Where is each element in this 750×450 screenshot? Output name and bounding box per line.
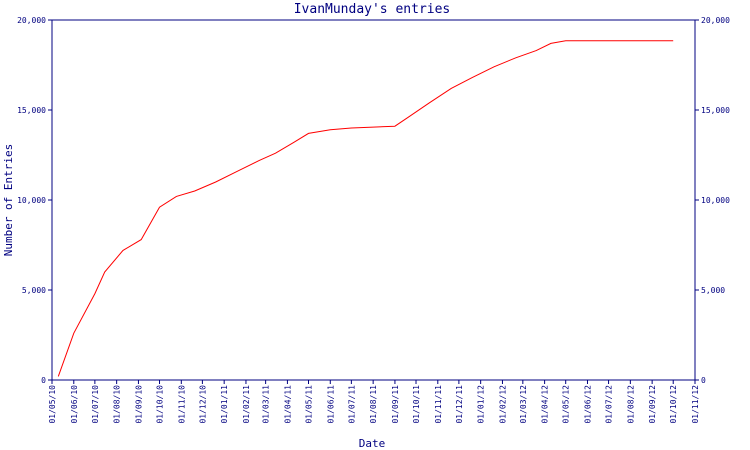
x-tick-label: 01/12/10 <box>198 385 207 424</box>
x-tick-label: 01/09/10 <box>134 385 143 424</box>
y-tick-label-left: 5,000 <box>22 286 46 295</box>
x-tick-label: 01/07/11 <box>347 385 356 424</box>
x-tick-label: 01/02/12 <box>498 385 507 424</box>
x-tick-label: 01/03/12 <box>519 385 528 424</box>
y-tick-label-left: 10,000 <box>17 196 46 205</box>
y-tick-label-right: 10,000 <box>701 196 730 205</box>
y-tick-label-left: 15,000 <box>17 106 46 115</box>
series-group <box>57 40 674 377</box>
series-line <box>57 40 674 377</box>
x-tick-label: 01/08/12 <box>626 385 635 424</box>
x-tick-label: 01/09/12 <box>648 385 657 424</box>
x-tick-label: 01/11/11 <box>434 385 443 424</box>
x-tick-label: 01/05/10 <box>48 385 57 424</box>
x-tick-label: 01/02/11 <box>242 385 251 424</box>
x-tick-label: 01/05/12 <box>562 385 571 424</box>
x-tick-label: 01/12/11 <box>455 385 464 424</box>
x-tick-label: 01/01/11 <box>220 385 229 424</box>
x-tick-label: 01/03/11 <box>262 385 271 424</box>
x-tick-label: 01/06/11 <box>326 385 335 424</box>
x-tick-label: 01/01/12 <box>477 385 486 424</box>
y-tick-label-right: 15,000 <box>701 106 730 115</box>
y-ticks: 0 0 5,000 5,000 10,000 10,000 15,000 15,000 20,0… <box>17 16 730 385</box>
chart-title: IvanMunday's entries <box>294 2 451 17</box>
y-tick-label-right: 0 <box>701 376 706 385</box>
x-ticks: 01/05/10 01/06/10 01/07/10 01/08/10 01/09/10… <box>48 380 700 424</box>
x-axis-label: Date <box>359 437 386 450</box>
x-tick-label: 01/10/11 <box>412 385 421 424</box>
x-tick-label: 01/04/12 <box>541 385 550 424</box>
x-tick-label: 01/08/10 <box>113 385 122 424</box>
x-tick-label: 01/10/12 <box>669 385 678 424</box>
x-tick-label: 01/11/10 <box>177 385 186 424</box>
y-tick-label-right: 20,000 <box>701 16 730 25</box>
x-tick-label: 01/05/11 <box>304 385 313 424</box>
y-axis-label: Number of Entries <box>2 144 15 257</box>
x-tick-label: 01/08/11 <box>369 385 378 424</box>
x-tick-label: 01/07/10 <box>91 385 100 424</box>
x-tick-label: 01/04/11 <box>283 385 292 424</box>
y-tick-label-right: 5,000 <box>701 286 725 295</box>
y-tick-label-left: 0 <box>41 376 46 385</box>
x-tick-label: 01/10/10 <box>156 385 165 424</box>
x-tick-label: 01/07/12 <box>605 385 614 424</box>
x-tick-label: 01/06/10 <box>70 385 79 424</box>
x-tick-label: 01/09/11 <box>391 385 400 424</box>
y-tick-label-left: 20,000 <box>17 16 46 25</box>
x-tick-label: 01/11/12 <box>691 385 700 424</box>
x-tick-label: 01/06/12 <box>583 385 592 424</box>
